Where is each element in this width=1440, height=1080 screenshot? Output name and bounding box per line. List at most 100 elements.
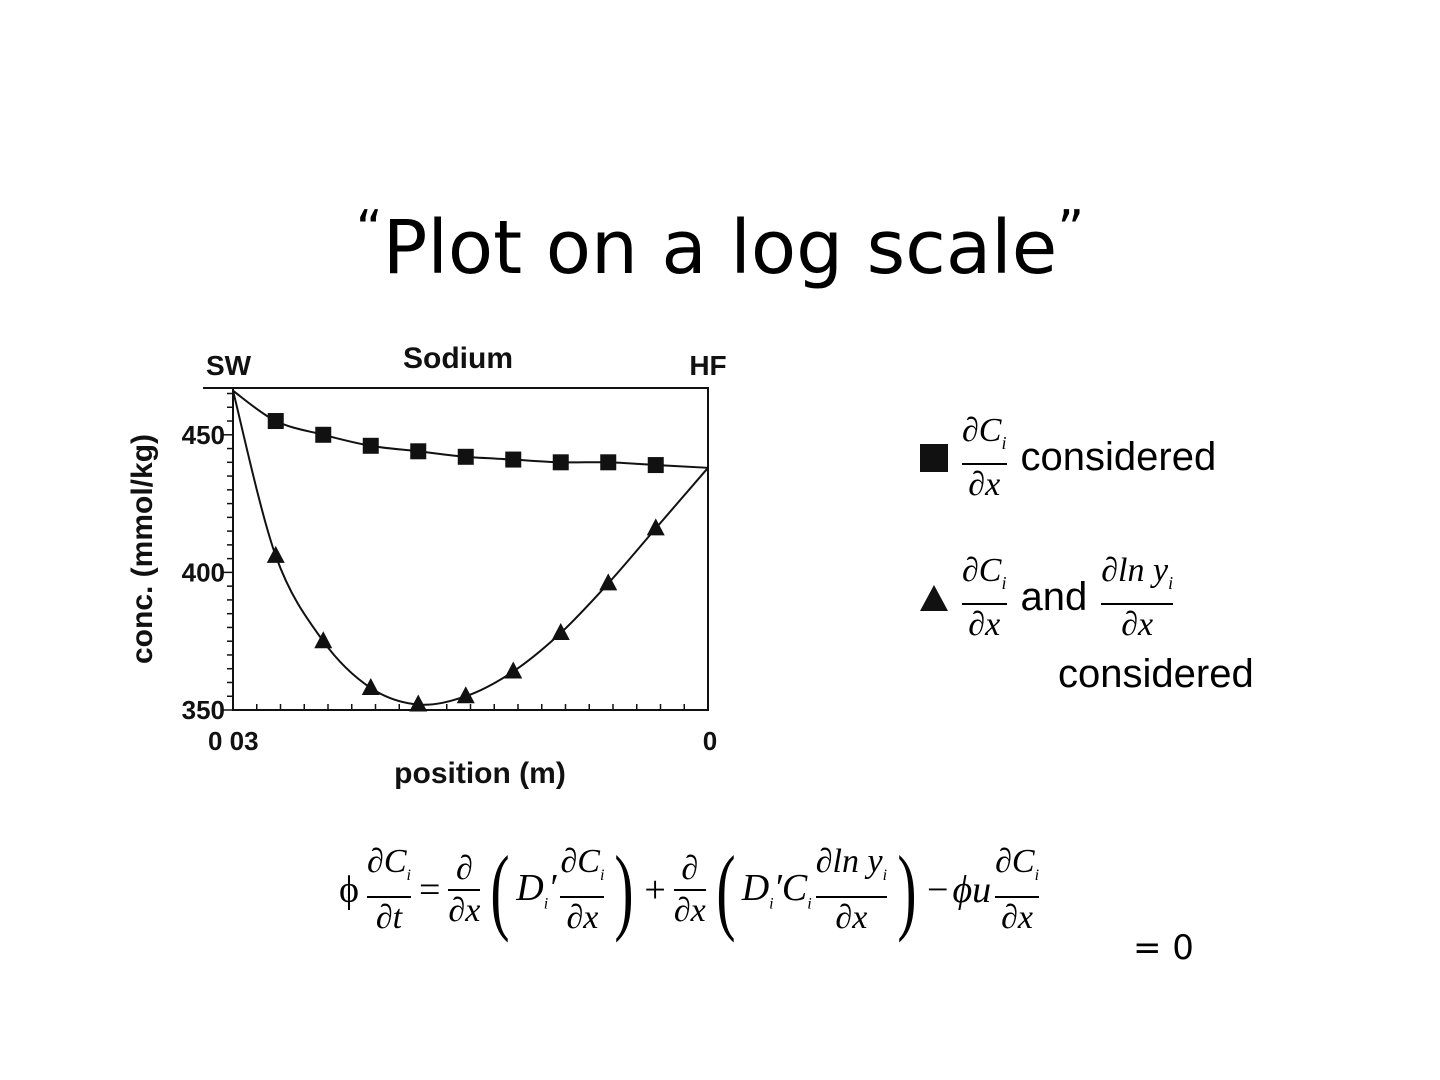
eq-term-dCdx-2: ∂Ci ∂x xyxy=(995,842,1040,938)
legend2-frac2-den: ∂x xyxy=(1121,605,1154,643)
eq-D2-prime: ′ xyxy=(773,867,782,910)
eq-paren-open-1: ( xyxy=(490,836,510,943)
eq-D1-prime: ′ xyxy=(548,867,557,910)
plot-frame xyxy=(232,387,709,711)
legend-item-squares: ∂Ci ∂x considered xyxy=(920,412,1216,504)
eq-d1-num: ∂ xyxy=(455,850,473,887)
eq-t1-den: ∂t xyxy=(375,898,403,936)
eq-d1-den: ∂x xyxy=(448,892,481,929)
legend2-frac-den: ∂x xyxy=(968,605,1001,643)
eq-d2-den: ∂x xyxy=(673,892,706,929)
legend1-frac-num: ∂C xyxy=(962,412,1002,449)
eq-t4-sub: i xyxy=(1034,866,1040,884)
eq-t3-num: ∂ln y xyxy=(815,843,883,881)
eq-t4-num: ∂C xyxy=(995,843,1035,881)
y-axis-label: conc. (mmol/kg) xyxy=(126,434,159,664)
chart-legend: ∂Ci ∂x considered ∂Ci ∂x and ∂ln yi ∂x c… xyxy=(920,412,1340,712)
eq-t2-num: ∂C xyxy=(560,843,600,881)
legend-item-triangles-line2: considered xyxy=(1050,652,1254,697)
triangle-point xyxy=(409,694,428,712)
triangle-point xyxy=(314,631,333,649)
square-point xyxy=(315,426,332,443)
eq-C-sub: i xyxy=(807,895,812,913)
legend2-fraction-lny: ∂ln yi ∂x xyxy=(1101,552,1174,644)
eq-t3-sub: i xyxy=(882,866,888,884)
eq-phi: ϕ xyxy=(339,869,360,911)
triangle-marker-icon xyxy=(920,584,948,611)
eq-D2-sub: i xyxy=(769,895,774,913)
triangle-point xyxy=(456,686,475,704)
eq-t2-den: ∂x xyxy=(566,898,599,936)
chart-title: Sodium xyxy=(403,342,513,375)
y-tick-label: 400 xyxy=(182,557,225,587)
triangle-point xyxy=(504,661,523,679)
eq-C-letter: C xyxy=(781,867,808,910)
square-marker-icon xyxy=(920,443,948,472)
x-tick-label-right: 0 xyxy=(703,726,717,756)
title-open-quote: “ xyxy=(355,200,383,260)
equals-zero: = 0 xyxy=(1133,928,1194,968)
slide-title: “Plot on a log scale” xyxy=(0,180,1440,298)
triangle-point xyxy=(551,622,570,640)
eq-t3-den: ∂x xyxy=(835,898,868,936)
eq-phi-u: ϕu xyxy=(952,869,992,911)
legend2-frac2-num: ∂ln y xyxy=(1101,552,1169,589)
triangle-point xyxy=(599,573,618,591)
series-2-line xyxy=(232,390,709,706)
eq-d-dx-1: ∂ ∂x xyxy=(448,849,481,931)
legend2-text: considered xyxy=(1058,652,1254,696)
square-point xyxy=(410,443,427,460)
legend2-frac-num: ∂C xyxy=(962,552,1002,589)
square-point xyxy=(647,457,664,474)
eq-D1-letter: D xyxy=(516,867,544,910)
governing-equation: ϕ ∂Ci ∂t = ∂ ∂x ( Di′ ∂Ci ∂x ) + ∂ ∂x ( … xyxy=(335,830,1043,950)
eq-d2-num: ∂ xyxy=(681,850,699,887)
title-close-quote: ” xyxy=(1057,200,1085,260)
square-point xyxy=(552,454,569,471)
square-point xyxy=(457,448,474,465)
chart-svg: 350 400 450 0 03 0 SW Sodium HF position (m) conc… xyxy=(126,342,727,790)
title-text: Plot on a log scale xyxy=(382,205,1058,291)
square-point xyxy=(362,437,379,454)
eq-equals: = xyxy=(418,869,441,911)
eq-D-C: Di′Ci xyxy=(742,866,812,914)
eq-paren-close-2: ) xyxy=(897,836,917,943)
triangle-point xyxy=(646,518,665,536)
eq-minus: − xyxy=(927,869,949,911)
square-point xyxy=(600,454,617,471)
eq-t1-sub: i xyxy=(406,866,411,884)
hf-label: HF xyxy=(689,350,726,381)
eq-D1-sub: i xyxy=(543,895,549,913)
eq-term-dCdt: ∂Ci ∂t xyxy=(367,842,411,938)
triangle-point xyxy=(266,545,285,563)
legend2-fraction: ∂Ci ∂x xyxy=(962,552,1007,644)
eq-term-dCdx-1: ∂Ci ∂x xyxy=(560,842,605,938)
eq-t4-den: ∂x xyxy=(1001,898,1034,936)
x-tick-label-left: 0 03 xyxy=(208,726,259,756)
legend2-frac2-sub: i xyxy=(1168,572,1174,593)
legend1-frac-sub: i xyxy=(1001,432,1007,453)
eq-t1-num: ∂C xyxy=(367,843,407,881)
legend2-frac-sub: i xyxy=(1001,572,1007,593)
eq-paren-close-1: ) xyxy=(614,836,634,943)
legend1-frac-den: ∂x xyxy=(968,465,1001,503)
sodium-chart: 350 400 450 0 03 0 SW Sodium HF position (m) conc… xyxy=(110,330,770,810)
eq-paren-open-2: ( xyxy=(716,836,736,943)
x-axis-label: position (m) xyxy=(394,757,566,790)
eq-term-dlny: ∂ln yi ∂x xyxy=(815,842,888,938)
sw-label: SW xyxy=(206,350,252,381)
eq-t2-sub: i xyxy=(599,866,605,884)
legend-item-triangles: ∂Ci ∂x and ∂ln yi ∂x xyxy=(920,552,1179,644)
y-tick-label: 350 xyxy=(182,695,225,725)
legend2-and: and xyxy=(1020,575,1088,620)
square-point xyxy=(505,451,522,468)
square-point xyxy=(267,413,284,430)
triangle-point xyxy=(361,677,380,695)
y-tick-label: 450 xyxy=(182,420,225,450)
legend1-fraction: ∂Ci ∂x xyxy=(962,412,1007,504)
eq-D-1: Di′ xyxy=(516,866,556,914)
eq-d-dx-2: ∂ ∂x xyxy=(673,849,706,931)
eq-D2-letter: D xyxy=(741,867,770,910)
eq-plus: + xyxy=(644,869,666,911)
legend1-text: considered xyxy=(1020,435,1217,480)
